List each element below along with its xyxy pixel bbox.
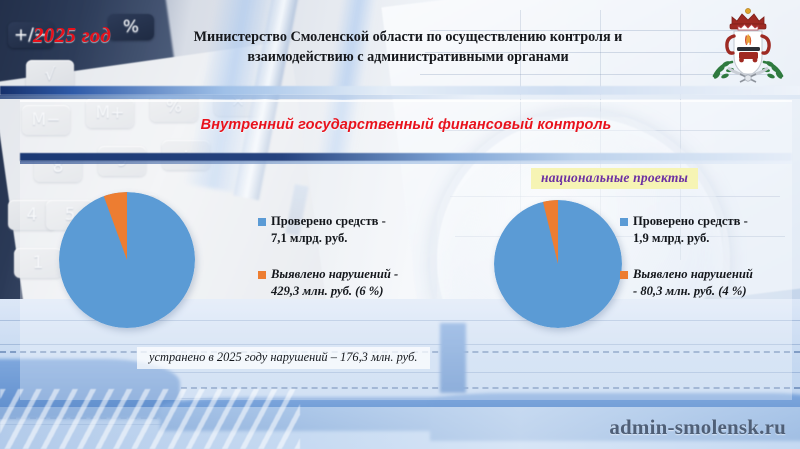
legend-swatch-checked-funds — [620, 218, 628, 226]
legend-item: Выявлено нарушений - 80,3 млн. руб. (4 %… — [620, 266, 796, 300]
calc-key-percent: % — [108, 14, 154, 40]
calc-key-mminus: M− — [22, 105, 70, 135]
legend-swatch-checked-funds — [258, 218, 266, 226]
page-title: Министерство Смоленской области по осуще… — [193, 29, 623, 66]
calc-key-sqrt: √ — [26, 60, 74, 90]
legend-label-line1: Выявлено нарушений — [633, 267, 753, 281]
legend-label-checked-funds: Проверено средств - 1,9 млрд. руб. — [633, 213, 748, 247]
legend-label-line1: Проверено средств - — [271, 214, 386, 228]
legend-internal-control: Проверено средств - 7,1 млрд. руб. Выявл… — [258, 213, 458, 319]
panel-divider-band-lower — [20, 161, 792, 164]
header-ribbon-secondary — [0, 95, 800, 99]
calc-key-1: 1 — [14, 248, 62, 278]
legend-label-checked-funds: Проверено средств - 7,1 млрд. руб. — [271, 213, 386, 247]
legend-label-line1: Проверено средств - — [633, 214, 748, 228]
smolensk-coat-of-arms-icon — [712, 8, 784, 83]
legend-item: Выявлено нарушений - 429,3 млн. руб. (6 … — [258, 266, 458, 300]
legend-item: Проверено средств - 7,1 млрд. руб. — [258, 213, 458, 247]
footnote-resolved-violations: устранено в 2025 году нарушений – 176,3 … — [137, 347, 430, 369]
legend-label-line2: 429,3 млн. руб. (6 %) — [271, 284, 384, 298]
panel-top-edge — [20, 100, 792, 102]
legend-label-line2: - 80,3 млн. руб. (4 %) — [633, 284, 747, 298]
legend-label-line2: 7,1 млрд. руб. — [271, 231, 348, 245]
calc-key-plusminus: +/− — [8, 22, 54, 48]
header-ribbon — [0, 86, 800, 95]
national-projects-badge: национальные проекты — [531, 168, 699, 189]
pie-chart-national-projects[interactable] — [494, 200, 622, 328]
legend-label-line1: Выявлено нарушений - — [271, 267, 399, 281]
legend-swatch-violations — [258, 271, 266, 279]
legend-label-violations: Выявлено нарушений - 80,3 млн. руб. (4 %… — [633, 266, 753, 300]
legend-national-projects: Проверено средств - 1,9 млрд. руб. Выявл… — [620, 213, 796, 319]
legend-label-violations: Выявлено нарушений - 429,3 млн. руб. (6 … — [271, 266, 398, 300]
footer-decoration-stripes — [0, 389, 300, 449]
year-label: 2025 год — [33, 23, 112, 47]
calc-key-mplus: M+ — [86, 98, 134, 128]
pie-chart-internal-control[interactable] — [59, 192, 195, 328]
site-url-label: admin-smolensk.ru — [609, 415, 786, 439]
legend-swatch-violations — [620, 271, 628, 279]
legend-item: Проверено средств - 1,9 млрд. руб. — [620, 213, 796, 247]
section-title: Внутренний государственный финансовый ко… — [200, 117, 612, 133]
legend-label-line2: 1,9 млрд. руб. — [633, 231, 710, 245]
panel-divider-band — [20, 153, 792, 161]
